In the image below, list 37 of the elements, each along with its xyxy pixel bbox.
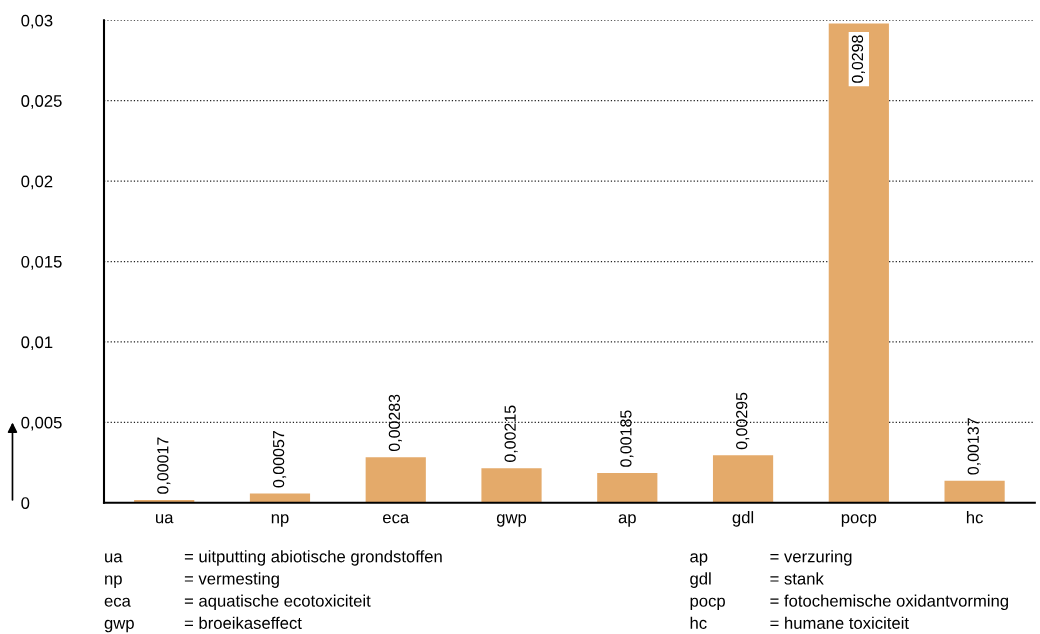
text: hc = humane toxiciteit [690, 616, 909, 629]
data-label: 0,00295 [736, 392, 750, 450]
x-tick-label: np [271, 514, 289, 527]
bar [597, 473, 658, 503]
x-tick-label: gwp [496, 514, 527, 527]
x-tick-label: ua [156, 514, 174, 524]
bar [828, 23, 889, 503]
data-label: 0,00137 [967, 418, 981, 475]
text: ap = verzuring [690, 550, 852, 566]
bar [365, 457, 426, 503]
x-tick-label: eca [383, 514, 410, 524]
text: np = vermesting [105, 572, 279, 588]
data-label: 0,00185 [620, 410, 634, 467]
x-tick-label: ap [618, 514, 636, 527]
data-label: 0,00215 [504, 405, 518, 463]
y-tick-label: 0 [21, 497, 30, 509]
x-tick-label: hc [966, 511, 983, 524]
text: gwp = broeikaseffect [104, 616, 302, 633]
bar [712, 455, 774, 503]
data-label: 0,00283 [388, 394, 402, 452]
y-tick-label: 0,015 [21, 255, 62, 270]
x-tick-label: pocp [841, 514, 877, 527]
y-tick-label: 0,025 [21, 95, 62, 109]
data-label: 0,00017 [157, 437, 171, 494]
text: gdl = stank [690, 572, 824, 588]
y-tick-label: 0,005 [21, 416, 62, 431]
x-tick-label: gdl [732, 511, 754, 527]
y-tick-label: 0,01 [21, 336, 53, 351]
bar [944, 480, 1005, 503]
bar [481, 468, 542, 503]
text: eca = aquatische ecotoxiciteit [104, 594, 371, 611]
text: ua = uitputting abiotische grondstoffen [105, 550, 442, 566]
text: pocp = fotochemische oxidantvorming [690, 594, 1008, 611]
data-label: 0,0298 [851, 35, 865, 83]
y-tick-label: 0,03 [21, 14, 53, 29]
data-label: 0,00057 [272, 431, 287, 488]
y-tick-label: 0,02 [21, 175, 53, 190]
